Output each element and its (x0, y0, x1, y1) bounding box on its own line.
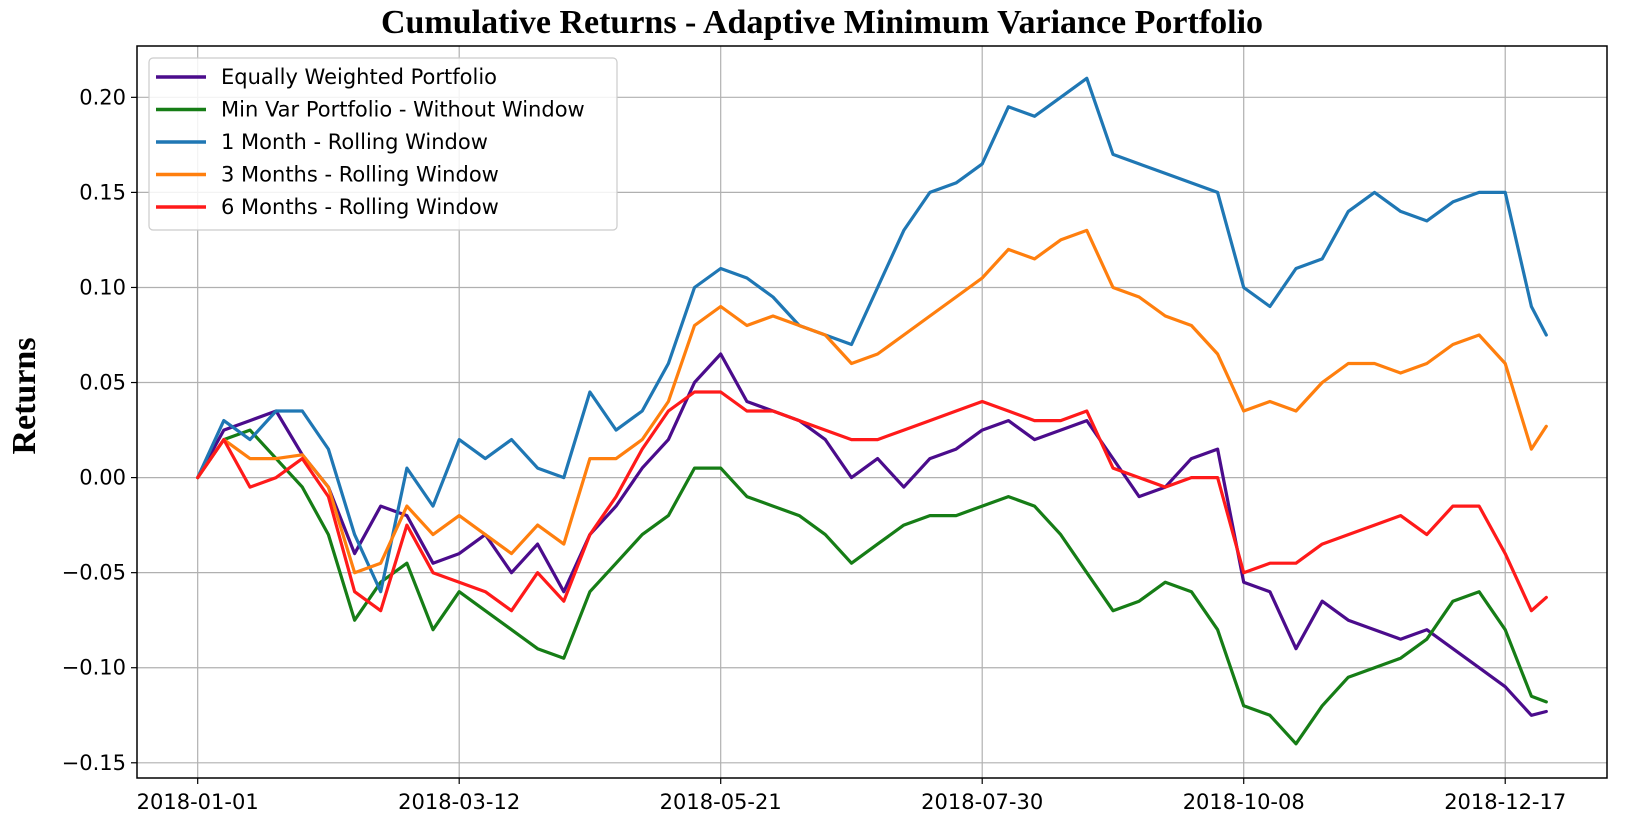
legend-label: 6 Months - Rolling Window (221, 195, 499, 219)
legend-label: 1 Month - Rolling Window (221, 130, 488, 154)
legend-label: Equally Weighted Portfolio (221, 65, 497, 89)
plot-frame (136, 45, 1608, 779)
x-tick-label: 2018-10-08 (1183, 790, 1305, 814)
legend-label: 3 Months - Rolling Window (221, 163, 499, 187)
y-axis: −0.15 −0.10 −0.05 0.00 0.05 0.10 0.15 0.20 (62, 85, 137, 775)
y-tick-label: −0.10 (62, 656, 126, 680)
y-tick-label: −0.05 (62, 561, 126, 585)
x-tick-label: 2018-03-12 (398, 790, 520, 814)
series-line (196, 228, 1548, 575)
series-lines (196, 76, 1548, 746)
y-tick-label: 0.15 (79, 180, 126, 204)
y-tick-label: −0.15 (62, 751, 126, 775)
legend-box (148, 57, 618, 231)
x-tick-label: 2018-07-30 (921, 790, 1043, 814)
x-tick-label: 2018-12-17 (1444, 790, 1566, 814)
series-line (196, 76, 1548, 594)
y-tick-label: 0.00 (79, 466, 126, 490)
x-tick-label: 2018-01-01 (137, 790, 259, 814)
legend-label: Min Var Portfolio - Without Window (221, 98, 585, 122)
series-line (196, 428, 1548, 746)
x-axis: 2018-01-01 2018-03-12 2018-05-21 2018-07-30… (137, 778, 1566, 814)
x-tick-label: 2018-05-21 (660, 790, 782, 814)
legend: Equally Weighted Portfolio Min Var Portfo… (148, 57, 618, 231)
series-line (196, 390, 1548, 613)
y-tick-label: 0.05 (79, 371, 126, 395)
y-axis-label: Returns (6, 337, 43, 454)
y-tick-label: 0.20 (79, 85, 126, 109)
chart-title: Cumulative Returns - Adaptive Minimum Va… (381, 4, 1263, 41)
series-line (196, 352, 1548, 717)
y-tick-label: 0.10 (79, 275, 126, 299)
